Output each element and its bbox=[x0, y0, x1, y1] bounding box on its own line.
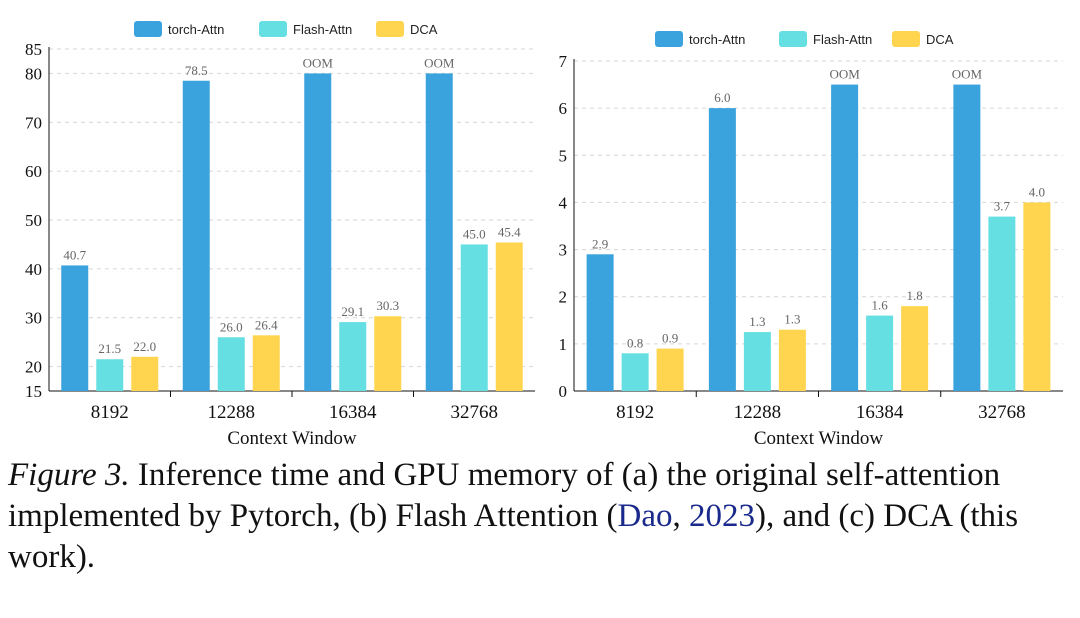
bar-flash-attn-8192 bbox=[621, 353, 649, 391]
data-label: 0.8 bbox=[627, 335, 643, 350]
data-label: 30.3 bbox=[376, 298, 399, 313]
y-tick-label: 60 bbox=[25, 162, 42, 181]
bar-dca-12288 bbox=[778, 329, 806, 391]
data-label: 22.0 bbox=[133, 339, 156, 354]
data-label: 26.4 bbox=[255, 317, 278, 332]
bar-torch-attn-32768 bbox=[953, 84, 981, 392]
data-label: 1.6 bbox=[872, 298, 889, 313]
chart-right: 0 1 2 3 4 5 6 7 2.9 0.8 0.9 8192 6.0 1.3 1.3 12288 OOM 1.… bbox=[559, 31, 1063, 449]
legend-swatch-flash-attn bbox=[779, 31, 807, 47]
y-tick-label: 5 bbox=[559, 146, 568, 165]
bar-flash-attn-16384 bbox=[339, 322, 367, 391]
y-tick-label: 0 bbox=[559, 382, 568, 401]
x-axis-title: Context Window bbox=[227, 428, 357, 449]
legend-label: torch-Attn bbox=[689, 32, 745, 47]
data-label: 21.5 bbox=[98, 341, 121, 356]
data-label: 26.0 bbox=[220, 319, 243, 334]
bar-dca-8192 bbox=[656, 348, 684, 391]
bar-dca-32768 bbox=[1023, 202, 1051, 391]
x-tick-label: 32768 bbox=[978, 402, 1026, 423]
y-tick-label: 30 bbox=[25, 309, 42, 328]
bar-dca-32768 bbox=[495, 242, 523, 391]
legend-label: DCA bbox=[410, 22, 438, 37]
bar-flash-attn-12288 bbox=[743, 332, 771, 391]
y-tick-label: 70 bbox=[25, 113, 42, 132]
citation-year-link[interactable]: 2023 bbox=[689, 498, 755, 534]
y-tick-label: 85 bbox=[25, 40, 42, 59]
x-tick-label: 8192 bbox=[616, 402, 654, 423]
bar-torch-attn-16384 bbox=[831, 84, 859, 392]
legend-label: Flash-Attn bbox=[293, 22, 352, 37]
legend-swatch-flash-attn bbox=[259, 21, 287, 37]
data-label: 1.3 bbox=[749, 314, 765, 329]
bar-flash-attn-16384 bbox=[866, 315, 894, 391]
chart-left: 15 20 30 40 50 60 70 80 85 40.7 21.5 22.0 8192 78.5 26… bbox=[25, 21, 535, 449]
data-label: OOM bbox=[303, 55, 334, 70]
y-tick-label: 50 bbox=[25, 211, 42, 230]
x-tick-label: 8192 bbox=[91, 402, 129, 423]
bar-torch-attn-12288 bbox=[708, 108, 736, 392]
bar-torch-attn-16384 bbox=[304, 73, 332, 391]
bar-torch-attn-32768 bbox=[425, 73, 453, 391]
bar-dca-8192 bbox=[131, 356, 159, 391]
data-label: 2.9 bbox=[592, 236, 608, 251]
y-tick-label: 20 bbox=[25, 358, 42, 377]
caption-label: Figure 3. bbox=[8, 457, 130, 493]
data-label: OOM bbox=[424, 55, 455, 70]
data-label: 3.7 bbox=[994, 199, 1011, 214]
data-label: 45.4 bbox=[498, 224, 521, 239]
data-label: 4.0 bbox=[1029, 184, 1045, 199]
legend-label: DCA bbox=[926, 32, 954, 47]
bar-flash-attn-12288 bbox=[217, 337, 245, 391]
x-axis-title: Context Window bbox=[754, 428, 884, 449]
data-label: 0.9 bbox=[662, 331, 678, 346]
bar-flash-attn-32768 bbox=[460, 244, 488, 391]
data-label: 40.7 bbox=[63, 247, 86, 262]
y-tick-label: 3 bbox=[559, 241, 568, 260]
data-label: OOM bbox=[952, 67, 983, 82]
legend-label: torch-Attn bbox=[168, 22, 224, 37]
legend-label: Flash-Attn bbox=[813, 32, 872, 47]
data-label: 1.3 bbox=[784, 312, 800, 327]
y-tick-label: 2 bbox=[559, 288, 568, 307]
data-label: 78.5 bbox=[185, 63, 208, 78]
data-label: 29.1 bbox=[341, 304, 364, 319]
bar-flash-attn-32768 bbox=[988, 216, 1016, 391]
data-label: 1.8 bbox=[907, 288, 923, 303]
bar-dca-12288 bbox=[252, 335, 280, 391]
legend-swatch-dca bbox=[376, 21, 404, 37]
figure-caption: Figure 3. Inference time and GPU memory … bbox=[8, 455, 1072, 578]
x-tick-label: 12288 bbox=[208, 402, 256, 423]
caption-text-before: Inference time and GPU memory of (a) the… bbox=[8, 457, 1001, 534]
caption-text-after: ), and (c) DCA (this work). bbox=[8, 498, 1019, 575]
x-tick-label: 32768 bbox=[451, 402, 499, 423]
y-tick-label: 4 bbox=[559, 193, 568, 212]
bar-torch-attn-12288 bbox=[182, 80, 210, 391]
bar-dca-16384 bbox=[901, 306, 929, 391]
y-tick-label: 80 bbox=[25, 64, 42, 83]
y-tick-label: 6 bbox=[559, 99, 568, 118]
bar-dca-16384 bbox=[374, 316, 402, 391]
data-label: 45.0 bbox=[463, 226, 486, 241]
y-tick-label: 40 bbox=[25, 260, 42, 279]
x-tick-label: 16384 bbox=[329, 402, 377, 423]
y-tick-label: 1 bbox=[559, 335, 568, 354]
bar-flash-attn-8192 bbox=[96, 359, 124, 391]
y-tick-label: 15 bbox=[25, 382, 42, 401]
legend-swatch-torch-attn bbox=[134, 21, 162, 37]
x-tick-label: 12288 bbox=[734, 402, 782, 423]
data-label: 6.0 bbox=[714, 90, 730, 105]
bar-torch-attn-8192 bbox=[61, 265, 89, 391]
legend-swatch-dca bbox=[892, 31, 920, 47]
citation-author-link[interactable]: Dao bbox=[617, 498, 673, 534]
bar-torch-attn-8192 bbox=[586, 254, 614, 391]
y-tick-label: 7 bbox=[559, 52, 568, 71]
legend-swatch-torch-attn bbox=[655, 31, 683, 47]
x-tick-label: 16384 bbox=[856, 402, 904, 423]
data-label: OOM bbox=[829, 67, 860, 82]
citation-separator: , bbox=[672, 498, 689, 534]
